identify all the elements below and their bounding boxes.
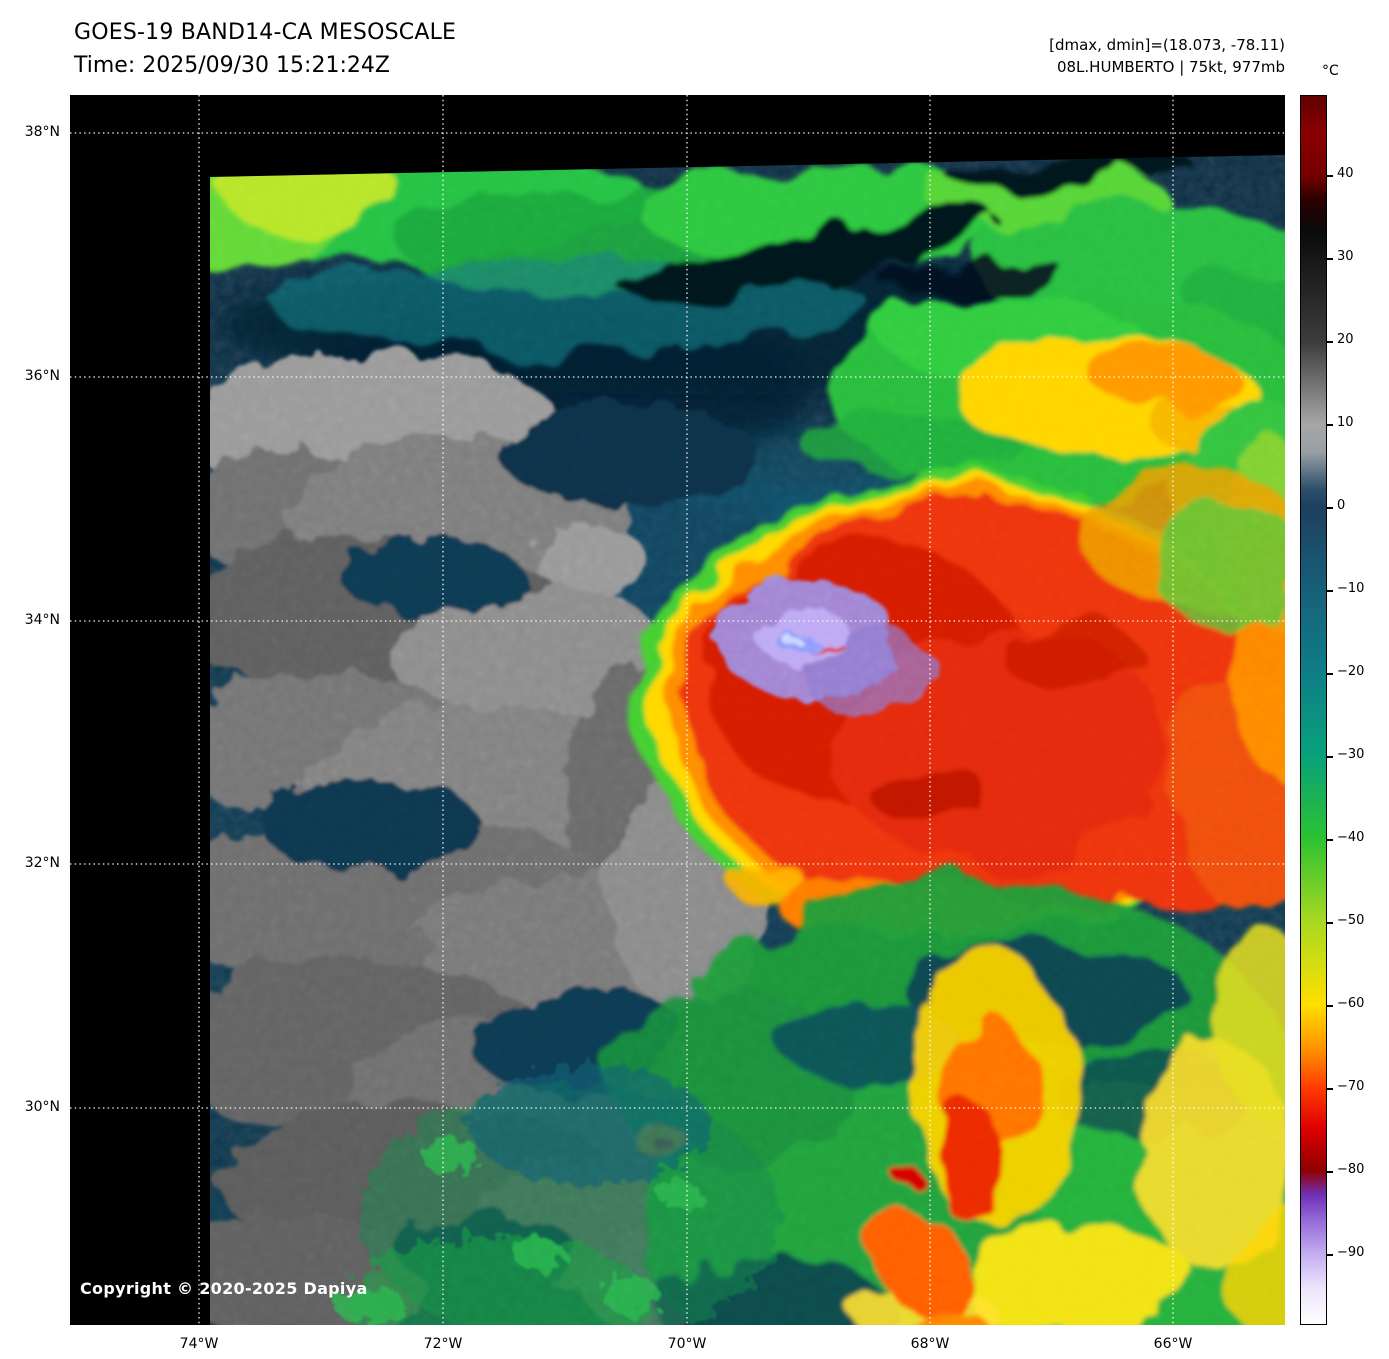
colorbar-tick-label: −90	[1325, 1245, 1365, 1260]
lat-label: 36°N	[24, 368, 60, 384]
copyright-watermark: Copyright © 2020-2025 Dapiya	[80, 1279, 368, 1298]
lat-label: 30°N	[24, 1099, 60, 1115]
page-title: GOES-19 BAND14-CA MESOSCALE	[74, 20, 457, 45]
lon-label: 66°W	[1153, 1336, 1193, 1352]
plot-area: Copyright © 2020-2025 Dapiya	[70, 95, 1285, 1325]
lat-label: 34°N	[24, 612, 60, 628]
colorbar-tick-label: 0	[1325, 498, 1346, 513]
lon-label: 70°W	[667, 1336, 707, 1352]
lon-label: 74°W	[179, 1336, 219, 1352]
satellite-imagery	[70, 95, 1285, 1325]
colorbar-tick-label: −70	[1325, 1079, 1365, 1094]
timestamp: Time: 2025/09/30 15:21:24Z	[74, 53, 390, 78]
colorbar-tick-label: 20	[1326, 332, 1354, 347]
colorbar-tick-label: 40	[1326, 166, 1354, 181]
colorbar-tick-label: −40	[1325, 830, 1365, 845]
colorbar-tick-label: −10	[1325, 581, 1365, 596]
graticule	[70, 95, 1285, 1325]
dmax-dmin-annotation: [dmax, dmin]=(18.073, -78.11)	[1049, 36, 1285, 54]
colorbar-tick-label: 10	[1326, 415, 1354, 430]
lon-label: 68°W	[910, 1336, 950, 1352]
storm-info-annotation: 08L.HUMBERTO | 75kt, 977mb	[1056, 58, 1285, 76]
colorbar-tick-label: −20	[1325, 664, 1365, 679]
lat-label: 32°N	[24, 855, 60, 871]
colorbar-tick-label: −50	[1325, 913, 1365, 928]
lat-label: 38°N	[24, 124, 60, 140]
colorbar-tick-label: −80	[1325, 1162, 1365, 1177]
colorbar-gradient	[1300, 95, 1327, 1325]
lon-label: 72°W	[423, 1336, 463, 1352]
colorbar-unit-label: °C	[1322, 63, 1339, 79]
colorbar-tick-label: −60	[1325, 996, 1365, 1011]
colorbar-tick-label: −30	[1325, 747, 1365, 762]
colorbar-tick-label: 30	[1326, 249, 1354, 264]
